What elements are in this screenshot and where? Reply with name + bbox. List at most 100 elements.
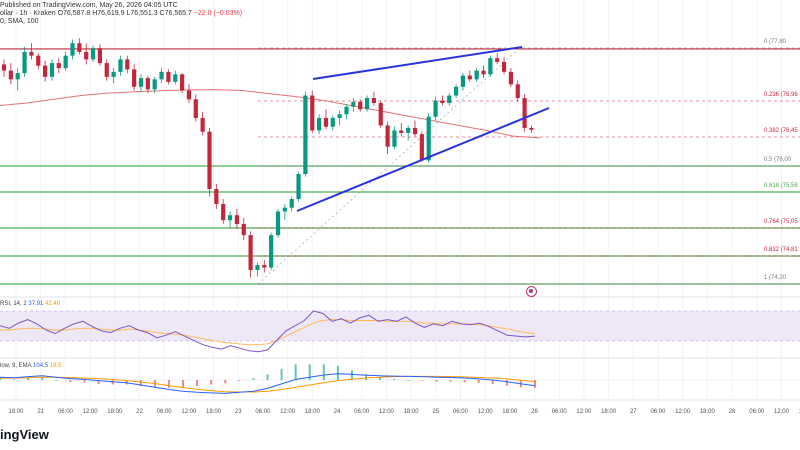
rsi-line [0,310,536,353]
macd-histogram-bar [435,380,438,382]
macd-histogram-bar [0,377,1,380]
macd-histogram-bar [252,378,255,380]
candle-body [275,211,281,236]
x-axis-tick-label: 06:00 [749,409,765,415]
macd-histogram-bar [182,380,185,388]
candle-body [118,59,123,72]
candle-body [269,235,274,268]
settings-gear-icon[interactable] [526,286,537,297]
candle-body [104,63,109,77]
rsi-name: RSI, 14, 2 [0,301,27,307]
header-sma: 0, SMA, 100 [0,18,39,25]
macd-histogram-bar [224,380,227,384]
candle-body [378,103,383,126]
x-axis-tick-label: 22 [136,409,143,415]
macd-name: low, 9, EMA [0,363,32,369]
macd-histogram-bar [308,364,311,380]
candle-body [152,79,157,90]
fib-level-label: 0.5 (76,00 [764,157,792,163]
macd-histogram-bar [336,366,339,380]
candle-body [77,43,82,52]
candle-body [125,59,130,70]
candle-body [399,130,404,133]
x-axis-tick-label: 18:00 [8,409,24,415]
header-ohlc-values: ollar · 1h · Kraken O76,587.8 H76,619.9 … [0,10,192,17]
macd-histogram-bar [238,380,241,381]
fib-level-label: 0.832 (74,81 [764,247,798,253]
x-axis-tick-label: 06:00 [551,409,567,415]
x-axis-tick-label: 12:00 [378,409,394,415]
macd-histogram-bar [294,364,297,380]
candle-body [371,98,376,104]
candle-body [159,71,164,80]
candle-body [248,235,253,271]
x-axis-tick-label: 18:00 [304,409,320,415]
brand-logo: ingView [0,427,49,442]
header-ohlc: ollar · 1h · Kraken O76,587.8 H76,619.9 … [0,10,242,17]
candle-body [303,95,308,175]
candle-body [145,78,150,90]
candle-body [289,199,294,208]
candle-body [515,84,520,99]
candle-body [241,223,246,236]
candle-body [529,127,534,130]
candle-body [227,215,233,221]
macd-histogram-bar [534,380,536,388]
x-axis-tick-label: 18:00 [699,409,715,415]
x-axis-tick-label: 12:00 [576,409,592,415]
x-axis-tick-label: 18:00 [403,409,419,415]
fib-level-label: 1 (74,20 [764,275,787,281]
macd-histogram-bar [421,380,424,381]
x-axis-tick-label: 12:00 [675,409,691,415]
candle-body [49,63,55,77]
fib-level-label: 0.764 (75,05 [764,219,798,225]
x-axis-tick-label: 23 [234,409,242,415]
candle-body [344,106,349,115]
x-axis-tick-label: 21 [37,409,45,415]
x-axis-tick-label: 06:00 [452,409,468,415]
candle-body [186,90,192,100]
macd-histogram-bar [139,380,142,387]
candle-body [474,70,479,80]
candle-body [358,101,363,110]
channel-lower-line [296,107,550,212]
macd-histogram-bar [322,364,325,380]
candle-body [63,55,68,69]
x-axis-tick-label: 24 [333,409,341,415]
candle-body [364,98,370,110]
channel-upper-line [312,46,523,80]
x-axis-tick-label: 18:00 [502,409,518,415]
macd-histogram-bar [167,380,170,388]
macd-line [0,373,536,394]
sma100-line [0,89,541,139]
x-axis-tick-label: 18:00 [601,409,617,415]
candle-body [262,265,267,268]
macd-value-2: 19.5 [49,363,62,369]
x-axis-tick-label: 26 [531,409,538,415]
candle-body [8,70,13,80]
x-axis-tick-label: 12:00 [773,409,789,415]
candle-body [234,215,239,224]
fib-level-label: 0.236 (76,96 [764,92,798,98]
macd-histogram-bar [393,378,396,380]
macd-histogram-bar [350,370,353,380]
candle-body [481,70,486,75]
candle-body [166,71,171,82]
x-axis-tick-label: 18:00 [206,409,222,415]
candle-body [111,71,116,77]
macd-histogram-bar [463,380,466,383]
header-published: Published on TradingView.com, May 26, 20… [0,2,178,9]
candle-body [433,100,438,117]
candle-body [282,207,287,212]
macd-histogram-bar [196,380,199,387]
candle-body [296,174,301,200]
x-axis-tick-label: 12:00 [280,409,296,415]
x-axis-tick-label: 18:00 [107,409,123,415]
macd-histogram-bar [266,374,269,380]
macd-histogram-bar [491,380,494,384]
candle-body [426,116,431,161]
candle-body [43,65,48,77]
candle-body [173,74,178,82]
x-axis-tick-label: 25 [432,409,440,415]
